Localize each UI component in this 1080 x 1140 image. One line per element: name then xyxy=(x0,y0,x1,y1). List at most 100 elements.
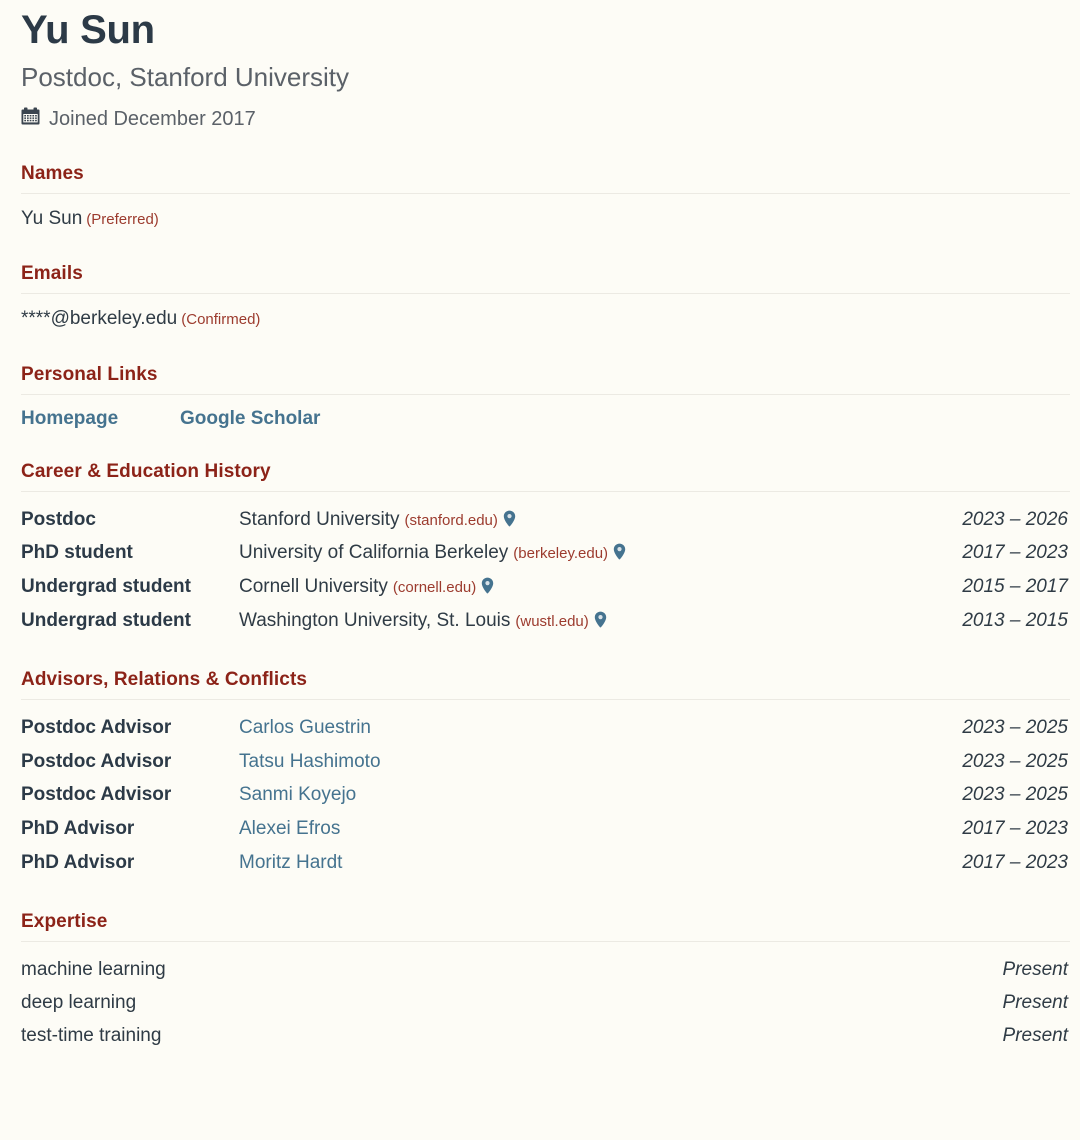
career-domain: (cornell.edu) xyxy=(392,579,477,597)
section-advisors: Advisors, Relations & Conflicts Postdoc … xyxy=(21,669,1070,880)
table-row: PhD student University of California Ber… xyxy=(21,536,1070,570)
advisor-person-cell: Alexei Efros xyxy=(239,812,962,846)
advisor-person-link[interactable]: Alexei Efros xyxy=(239,818,341,840)
career-role: Undergrad student xyxy=(21,576,191,598)
personal-links-row: Homepage Google Scholar xyxy=(21,408,1070,430)
table-row: Postdoc Advisor Sanmi Koyejo 2023 – 2025 xyxy=(21,778,1070,812)
career-dates: 2015 – 2017 xyxy=(962,576,1068,598)
career-institution-cell: Washington University, St. Louis (wustl.… xyxy=(239,604,962,638)
career-dates: 2023 – 2026 xyxy=(962,508,1068,530)
table-row: Postdoc Advisor Carlos Guestrin 2023 – 2… xyxy=(21,711,1070,745)
list-item: Yu Sun (Preferred) xyxy=(21,205,1070,233)
advisor-dates: 2023 – 2025 xyxy=(962,784,1068,806)
table-row: Postdoc Stanford University (stanford.ed… xyxy=(21,503,1070,537)
advisor-person-cell: Tatsu Hashimoto xyxy=(239,745,962,779)
advisor-person-cell: Sanmi Koyejo xyxy=(239,778,962,812)
profile-page: Yu Sun Postdoc, Stanford University xyxy=(0,8,1080,1053)
section-emails: Emails ****@berkeley.edu (Confirmed) xyxy=(21,263,1070,333)
section-title-names: Names xyxy=(21,162,84,184)
advisor-person-link[interactable]: Carlos Guestrin xyxy=(239,716,371,738)
section-title-emails: Emails xyxy=(21,263,83,285)
career-role: Postdoc xyxy=(21,508,96,530)
career-role: Undergrad student xyxy=(21,610,191,632)
advisor-dates: 2017 – 2023 xyxy=(962,852,1068,874)
table-row: machine learning Present xyxy=(21,953,1070,986)
advisor-role: Postdoc Advisor xyxy=(21,784,172,806)
emails-list: ****@berkeley.edu (Confirmed) xyxy=(21,305,1070,333)
expertise-table: machine learning Present deep learning P… xyxy=(21,953,1070,1053)
career-domain: (berkeley.edu) xyxy=(513,545,609,563)
map-pin-icon[interactable] xyxy=(613,538,626,572)
career-institution-cell: Stanford University (stanford.edu) xyxy=(239,503,962,537)
advisor-dates: 2017 – 2023 xyxy=(962,818,1068,840)
advisor-role: PhD Advisor xyxy=(21,852,135,874)
divider xyxy=(21,940,1070,942)
expertise-topic: test-time training xyxy=(21,1025,162,1047)
advisor-role: PhD Advisor xyxy=(21,818,135,840)
email-qualifier: (Confirmed) xyxy=(181,311,261,329)
calendar-icon xyxy=(21,107,40,132)
divider xyxy=(21,490,1070,492)
link-homepage[interactable]: Homepage xyxy=(21,407,119,429)
expertise-topic: deep learning xyxy=(21,992,137,1014)
career-role: PhD student xyxy=(21,542,133,564)
section-title-advisors: Advisors, Relations & Conflicts xyxy=(21,668,308,690)
advisor-person-link[interactable]: Tatsu Hashimoto xyxy=(239,750,381,772)
list-item: ****@berkeley.edu (Confirmed) xyxy=(21,305,1070,333)
expertise-dates: Present xyxy=(1002,992,1068,1014)
advisor-role: Postdoc Advisor xyxy=(21,750,172,772)
divider xyxy=(21,393,1070,395)
advisor-person-cell: Carlos Guestrin xyxy=(239,711,962,745)
table-row: test-time training Present xyxy=(21,1019,1070,1052)
career-dates: 2013 – 2015 xyxy=(962,610,1068,632)
joined-label: Joined December 2017 xyxy=(49,107,256,130)
divider xyxy=(21,698,1070,700)
advisor-role: Postdoc Advisor xyxy=(21,716,172,738)
advisor-person-cell: Moritz Hardt xyxy=(239,846,962,880)
advisor-person-link[interactable]: Moritz Hardt xyxy=(239,852,343,874)
expertise-dates: Present xyxy=(1002,958,1068,980)
career-institution: Washington University, St. Louis xyxy=(239,610,511,632)
section-title-personal-links: Personal Links xyxy=(21,363,158,385)
map-pin-icon[interactable] xyxy=(503,505,516,539)
career-institution: Cornell University xyxy=(239,576,388,598)
table-row: deep learning Present xyxy=(21,986,1070,1019)
career-institution: Stanford University xyxy=(239,508,400,530)
table-row: PhD Advisor Alexei Efros 2017 – 2023 xyxy=(21,812,1070,846)
table-row: Postdoc Advisor Tatsu Hashimoto 2023 – 2… xyxy=(21,745,1070,779)
section-expertise: Expertise machine learning Present deep … xyxy=(21,911,1070,1053)
joined-row: Joined December 2017 xyxy=(21,107,1070,132)
profile-affiliation: Postdoc, Stanford University xyxy=(21,62,350,92)
link-google-scholar[interactable]: Google Scholar xyxy=(180,407,321,429)
career-domain: (wustl.edu) xyxy=(515,613,589,631)
career-dates: 2017 – 2023 xyxy=(962,542,1068,564)
advisors-table: Postdoc Advisor Carlos Guestrin 2023 – 2… xyxy=(21,711,1070,880)
email-value: ****@berkeley.edu xyxy=(21,308,178,330)
advisor-person-link[interactable]: Sanmi Koyejo xyxy=(239,784,357,806)
expertise-topic: machine learning xyxy=(21,958,166,980)
table-row: PhD Advisor Moritz Hardt 2017 – 2023 xyxy=(21,846,1070,880)
divider xyxy=(21,192,1070,194)
section-career-history: Career & Education History Postdoc Stanf… xyxy=(21,461,1070,638)
advisor-dates: 2023 – 2025 xyxy=(962,750,1068,772)
career-domain: (stanford.edu) xyxy=(404,511,498,529)
names-list: Yu Sun (Preferred) xyxy=(21,205,1070,233)
section-personal-links: Personal Links Homepage Google Scholar xyxy=(21,364,1070,430)
section-title-expertise: Expertise xyxy=(21,910,108,932)
table-row: Undergrad student Cornell University (co… xyxy=(21,570,1070,604)
name-qualifier: (Preferred) xyxy=(86,210,159,228)
profile-header: Yu Sun Postdoc, Stanford University xyxy=(21,8,1070,132)
table-row: Undergrad student Washington University,… xyxy=(21,604,1070,638)
expertise-dates: Present xyxy=(1002,1025,1068,1047)
career-institution: University of California Berkeley xyxy=(239,542,509,564)
name-value: Yu Sun xyxy=(21,207,83,229)
page-title: Yu Sun xyxy=(21,8,155,52)
career-institution-cell: Cornell University (cornell.edu) xyxy=(239,570,962,604)
divider xyxy=(21,293,1070,295)
section-title-career-history: Career & Education History xyxy=(21,460,271,482)
advisor-dates: 2023 – 2025 xyxy=(962,716,1068,738)
map-pin-icon[interactable] xyxy=(481,572,494,606)
map-pin-icon[interactable] xyxy=(594,606,607,640)
career-history-table: Postdoc Stanford University (stanford.ed… xyxy=(21,503,1070,638)
section-names: Names Yu Sun (Preferred) xyxy=(21,163,1070,233)
